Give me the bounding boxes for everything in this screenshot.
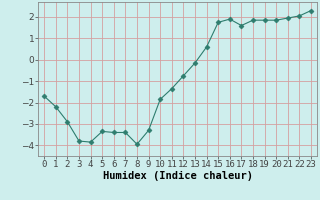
X-axis label: Humidex (Indice chaleur): Humidex (Indice chaleur) xyxy=(103,171,252,181)
